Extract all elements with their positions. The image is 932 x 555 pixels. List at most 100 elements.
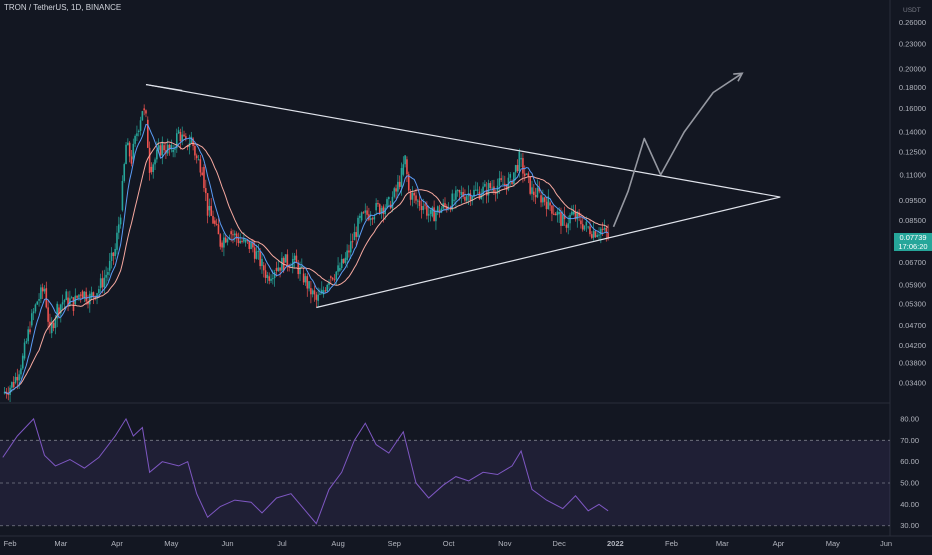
candle-body bbox=[422, 206, 425, 211]
candle-body bbox=[462, 192, 464, 197]
candle-body bbox=[603, 227, 606, 230]
time-tick-label: Jul bbox=[277, 539, 287, 548]
candle-body bbox=[255, 251, 258, 259]
candle-body bbox=[339, 267, 341, 271]
candle-body bbox=[239, 240, 242, 244]
candle-body bbox=[426, 205, 428, 216]
candle-body bbox=[337, 265, 339, 272]
candle-body bbox=[270, 278, 272, 281]
candle-body bbox=[543, 197, 546, 202]
candle-body bbox=[72, 297, 75, 311]
candle-body bbox=[32, 311, 35, 314]
candle-body bbox=[538, 187, 541, 192]
candle-body bbox=[308, 281, 310, 289]
candle-body bbox=[101, 278, 104, 288]
candle-body bbox=[194, 146, 196, 156]
candle-body bbox=[45, 288, 48, 308]
candle-body bbox=[116, 232, 118, 250]
price-tick-label: 0.12500 bbox=[899, 148, 926, 157]
ma-fast-line bbox=[4, 123, 609, 395]
last-price: 0.07739 bbox=[899, 233, 927, 243]
candle-body bbox=[197, 159, 200, 161]
ma-slow-line bbox=[4, 141, 609, 395]
candle-body bbox=[547, 196, 550, 210]
candle-body bbox=[210, 205, 213, 216]
candle-body bbox=[435, 212, 437, 222]
candle-body bbox=[533, 191, 535, 195]
candle-body bbox=[382, 206, 385, 215]
candle-body bbox=[471, 196, 473, 202]
candle-body bbox=[18, 374, 20, 381]
candle-body bbox=[406, 159, 408, 175]
candle-body bbox=[223, 237, 225, 248]
candle-body bbox=[172, 149, 174, 153]
candle-body bbox=[456, 190, 459, 192]
candle-body bbox=[163, 145, 165, 151]
candle-body bbox=[199, 159, 202, 173]
candle-body bbox=[565, 224, 568, 228]
candle-body bbox=[56, 303, 58, 319]
candle-body bbox=[54, 318, 57, 329]
candle-body bbox=[81, 291, 84, 299]
candle-body bbox=[362, 212, 365, 214]
candle-body bbox=[576, 212, 579, 220]
candle-body bbox=[500, 178, 502, 180]
candle-body bbox=[174, 148, 176, 150]
candle-body bbox=[128, 142, 131, 157]
candle-body bbox=[79, 294, 82, 296]
candle-body bbox=[569, 214, 571, 224]
candle-body bbox=[380, 208, 383, 214]
candle-body bbox=[330, 276, 332, 278]
candle-body bbox=[346, 250, 348, 260]
price-tick-label: 0.20000 bbox=[899, 64, 926, 73]
candle-body bbox=[310, 288, 312, 295]
candle-body bbox=[40, 287, 42, 300]
rsi-tick-label: 70.00 bbox=[900, 436, 919, 445]
candle-body bbox=[299, 266, 301, 275]
candle-body bbox=[136, 133, 138, 136]
candle-body bbox=[359, 215, 361, 218]
candle-body bbox=[201, 172, 203, 175]
candle-body bbox=[324, 290, 327, 292]
candle-body bbox=[9, 387, 11, 395]
candle-body bbox=[63, 300, 66, 303]
candle-body bbox=[476, 189, 479, 191]
candle-body bbox=[170, 144, 173, 150]
candle-body bbox=[444, 203, 446, 206]
candle-body bbox=[98, 289, 100, 294]
candle-body bbox=[264, 270, 267, 278]
candle-body bbox=[262, 265, 265, 271]
candle-body bbox=[411, 192, 414, 200]
candle-body bbox=[85, 291, 87, 302]
price-tick-label: 0.03400 bbox=[899, 378, 926, 387]
title-separator-1: , bbox=[66, 3, 71, 12]
candle-body bbox=[150, 166, 153, 173]
candle-body bbox=[110, 252, 113, 261]
candle-body bbox=[23, 342, 26, 359]
candle-body bbox=[141, 111, 144, 121]
candle-body bbox=[554, 213, 557, 216]
candle-body bbox=[540, 195, 542, 203]
candle-body bbox=[424, 204, 426, 206]
candle-body bbox=[344, 257, 347, 263]
candle-body bbox=[451, 193, 454, 210]
candle-body bbox=[29, 329, 31, 333]
symbol-name: TRON / TetherUS bbox=[4, 3, 67, 12]
candle-body bbox=[581, 224, 584, 230]
time-tick-label: Apr bbox=[773, 539, 785, 548]
candle-body bbox=[139, 120, 142, 131]
candle-body bbox=[513, 172, 515, 184]
candle-body bbox=[304, 276, 307, 283]
candle-body bbox=[601, 228, 604, 230]
candle-body bbox=[241, 240, 243, 242]
candle-body bbox=[556, 211, 559, 216]
candle-body bbox=[482, 186, 484, 195]
time-tick-label: Dec bbox=[552, 539, 566, 548]
candle-body bbox=[215, 223, 218, 225]
candle-body bbox=[279, 267, 281, 271]
candle-body bbox=[259, 250, 261, 267]
candle-body bbox=[520, 158, 522, 160]
candle-body bbox=[333, 279, 336, 281]
